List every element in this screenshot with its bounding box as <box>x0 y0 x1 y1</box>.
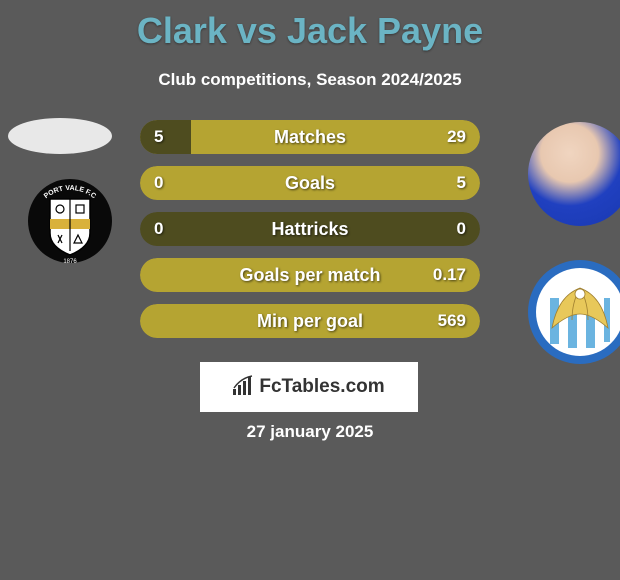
stat-bar: 569Min per goal <box>140 304 480 338</box>
stat-label: Min per goal <box>140 304 480 338</box>
date-text: 27 january 2025 <box>0 422 620 442</box>
stat-bar: 0.17Goals per match <box>140 258 480 292</box>
subtitle: Club competitions, Season 2024/2025 <box>0 70 620 90</box>
stat-bar: 05Goals <box>140 166 480 200</box>
signal-icon <box>233 375 255 400</box>
stat-label: Matches <box>140 120 480 154</box>
page-title: Clark vs Jack Payne <box>0 0 620 52</box>
stats-comparison: 529Matches 05Goals 00Hattricks 0.17Goals pe… <box>140 120 480 350</box>
crest-left-year: 1876 <box>63 259 77 265</box>
stat-label: Goals per match <box>140 258 480 292</box>
club-crest-left: PORT VALE F.C 1876 <box>18 177 122 265</box>
stat-label: Goals <box>140 166 480 200</box>
player-photo-right <box>528 122 620 226</box>
brand-attribution: FcTables.com <box>200 362 418 412</box>
player-photo-left <box>8 118 112 154</box>
brand-text: FcTables.com <box>259 376 384 398</box>
stat-label: Hattricks <box>140 212 480 246</box>
stat-bar: 529Matches <box>140 120 480 154</box>
stat-bar: 00Hattricks <box>140 212 480 246</box>
club-crest-right: COLCHESTER UNITED FC <box>528 258 620 366</box>
